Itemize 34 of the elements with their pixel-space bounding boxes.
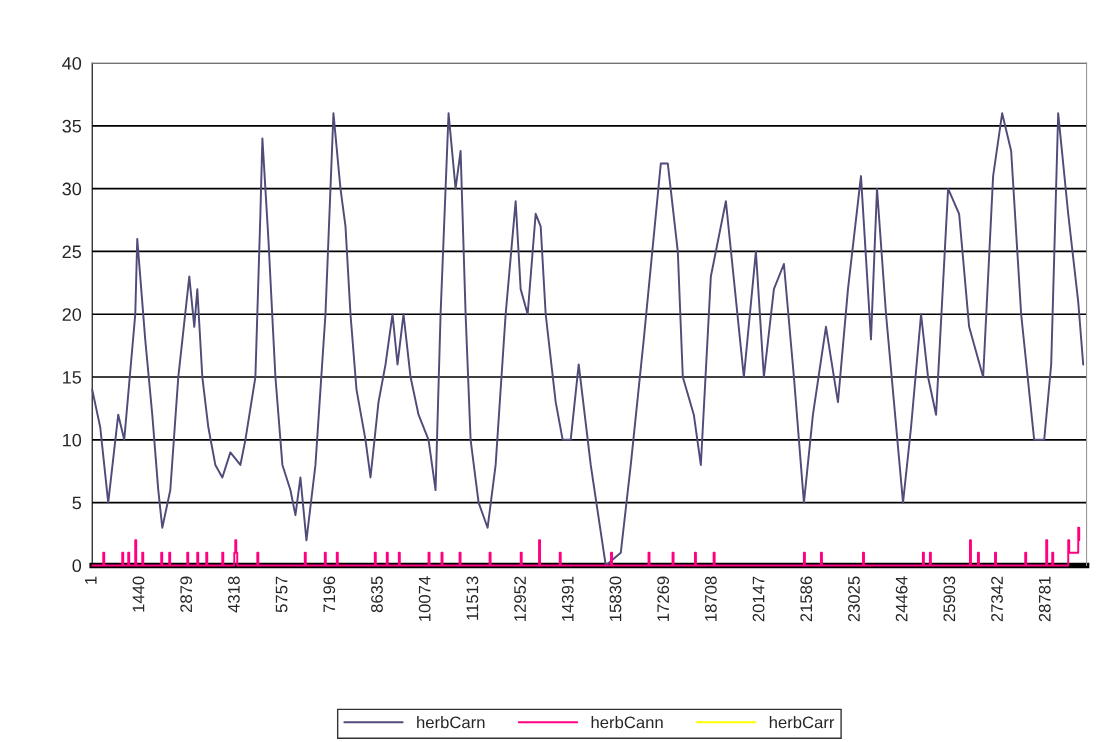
x-tick-label: 27342 bbox=[991, 576, 1003, 622]
x-tick-label: 14391 bbox=[561, 576, 574, 621]
x-tick-label: 15830 bbox=[609, 576, 622, 621]
x-tick-label: 12952 bbox=[514, 576, 526, 621]
x-tick-label: 11513 bbox=[466, 576, 479, 620]
y-tick-label: 35 bbox=[62, 119, 82, 133]
y-tick-label: 5 bbox=[72, 496, 82, 510]
x-tick-label: 1 bbox=[85, 576, 97, 584]
x-tick-label: 23025 bbox=[848, 576, 860, 622]
legend-label: herbCarn bbox=[417, 716, 485, 729]
x-tick-label: 20147 bbox=[752, 576, 765, 622]
x-tick-label: 25903 bbox=[943, 576, 956, 622]
x-tick-label: 5757 bbox=[275, 576, 288, 613]
x-tick-label: 4318 bbox=[227, 576, 240, 613]
legend-label: herbCann bbox=[591, 716, 663, 729]
x-tick-label: 2879 bbox=[180, 576, 193, 613]
y-tick-label: 25 bbox=[62, 245, 82, 259]
x-tick-label: 17269 bbox=[657, 576, 670, 621]
line-series bbox=[91, 112, 1085, 567]
x-tick-label: 18708 bbox=[704, 576, 717, 621]
x-tick-label: 28781 bbox=[1038, 576, 1051, 622]
x-tick-label: 1440 bbox=[132, 576, 145, 612]
y-tick-label: 0 bbox=[72, 559, 82, 573]
x-tick-label: 24464 bbox=[895, 576, 908, 622]
x-tick-label: 7196 bbox=[323, 576, 336, 613]
y-tick-label: 20 bbox=[62, 308, 82, 321]
y-tick-label: 10 bbox=[63, 433, 82, 447]
y-tick-label: 15 bbox=[63, 371, 82, 384]
x-tick-label: 10074 bbox=[418, 576, 431, 621]
y-tick-label: 40 bbox=[62, 57, 82, 70]
x-tick-label: 21586 bbox=[800, 576, 813, 622]
legend-label: herbCarr bbox=[769, 716, 835, 729]
x-tick-label: 8635 bbox=[371, 576, 383, 613]
y-tick-label: 30 bbox=[62, 182, 82, 196]
